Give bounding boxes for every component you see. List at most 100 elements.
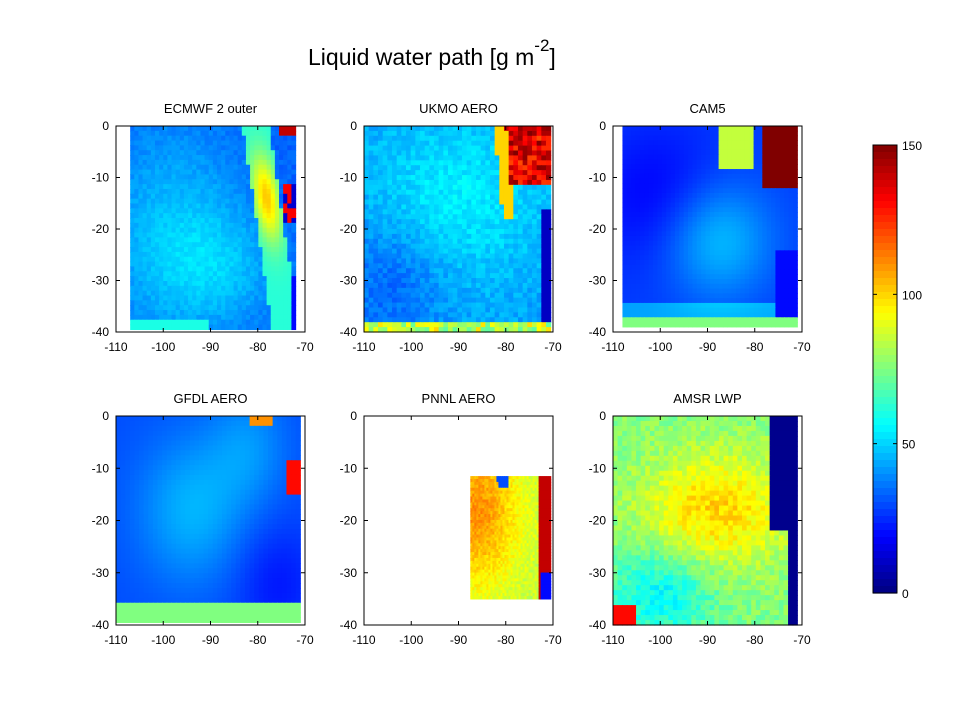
- heatmap-cell: [653, 235, 659, 242]
- heatmap-cell: [179, 276, 185, 282]
- heatmap-cell: [499, 233, 505, 240]
- heatmap-cell: [279, 164, 284, 171]
- heatmap-cell: [192, 198, 197, 205]
- heatmap-cell: [753, 264, 759, 271]
- heatmap-cell: [714, 207, 720, 213]
- heatmap-cell: [419, 297, 426, 304]
- heatmap-cell: [138, 222, 144, 229]
- heatmap-cell: [200, 184, 206, 190]
- heatmap-cell: [130, 130, 135, 137]
- heatmap-cell: [171, 227, 177, 234]
- heatmap-cell: [262, 140, 268, 146]
- heatmap-cell: [709, 283, 715, 290]
- heatmap-cell: [419, 219, 426, 225]
- heatmap-cell: [494, 150, 500, 157]
- heatmap-cell: [241, 179, 247, 185]
- heatmap-cell: [221, 324, 226, 331]
- heatmap-cell: [631, 298, 637, 304]
- heatmap-cell: [382, 224, 388, 230]
- heatmap-cell: [522, 233, 528, 240]
- heatmap-cell: [229, 314, 235, 321]
- heatmap-cell: [130, 135, 135, 142]
- heatmap-cell: [757, 130, 763, 137]
- heatmap-cell: [727, 183, 733, 189]
- heatmap-cell: [405, 175, 412, 181]
- heatmap-cell: [364, 233, 370, 240]
- heatmap-cell: [401, 292, 407, 299]
- heatmap-cell: [229, 164, 235, 171]
- heatmap-cell: [670, 302, 676, 309]
- heatmap-cell: [433, 189, 440, 196]
- heatmap-cell: [179, 227, 185, 234]
- heatmap-cell: [657, 298, 663, 304]
- heatmap-cell: [696, 221, 702, 228]
- heatmap-cell: [208, 266, 214, 272]
- heatmap-cell: [183, 242, 189, 248]
- heatmap-cell: [447, 238, 454, 245]
- heatmap-cell: [705, 197, 711, 204]
- heatmap-cell: [241, 271, 247, 277]
- heatmap-cell: [471, 175, 477, 181]
- heatmap-cell: [531, 194, 538, 201]
- heatmap-cell: [368, 126, 374, 132]
- heatmap-cell: [508, 126, 514, 132]
- heatmap-cell: [287, 159, 293, 166]
- heatmap-cell: [670, 231, 676, 237]
- heatmap-cell: [279, 188, 284, 195]
- heatmap-cell: [175, 256, 181, 263]
- heatmap-cell: [522, 282, 528, 289]
- heatmap-cell: [784, 226, 790, 232]
- heatmap-cell: [150, 174, 156, 180]
- heatmap-cell: [722, 283, 728, 290]
- heatmap-cell: [410, 263, 416, 269]
- heatmap-cell: [171, 203, 177, 209]
- heatmap-cell: [688, 255, 693, 261]
- heatmap-cell: [401, 194, 407, 201]
- heatmap-cell: [387, 204, 393, 210]
- heatmap-cell: [508, 278, 514, 284]
- heatmap-cell: [714, 183, 720, 189]
- y-tick-label: 0: [350, 119, 357, 133]
- heatmap-cell: [722, 264, 728, 271]
- heatmap-cell: [134, 159, 140, 166]
- heatmap-cell: [262, 174, 268, 180]
- heatmap-cell: [159, 314, 164, 321]
- heatmap-cell: [154, 174, 160, 180]
- heatmap-cell: [452, 263, 458, 269]
- heatmap-cell: [727, 274, 733, 280]
- heatmap-cell: [283, 159, 288, 166]
- heatmap-cell: [762, 226, 768, 232]
- heatmap-cell: [718, 293, 724, 299]
- heatmap-cell: [775, 293, 781, 299]
- heatmap-cell: [480, 263, 486, 269]
- heatmap-cell: [508, 189, 514, 196]
- heatmap-cell: [639, 240, 645, 247]
- heatmap-cell: [705, 221, 711, 228]
- heatmap-cell: [517, 209, 524, 215]
- heatmap-cell: [212, 193, 218, 200]
- heatmap-cell: [134, 242, 140, 248]
- heatmap-cell: [134, 319, 140, 326]
- heatmap-cell: [410, 209, 416, 215]
- heatmap-cell: [396, 317, 402, 323]
- heatmap-cell: [373, 229, 379, 235]
- heatmap-cell: [424, 130, 430, 137]
- heatmap-cell: [192, 188, 197, 195]
- heatmap-cell: [167, 222, 173, 229]
- heatmap-cell: [541, 302, 547, 309]
- heatmap-cell: [753, 259, 759, 266]
- heatmap-cell: [508, 160, 514, 166]
- heatmap-cell: [648, 140, 654, 146]
- heatmap-cell: [250, 208, 255, 214]
- heatmap-cell: [475, 263, 482, 269]
- heatmap-cell: [192, 208, 197, 214]
- heatmap-cell: [622, 178, 628, 184]
- heatmap-cell: [731, 288, 737, 294]
- heatmap-cell: [221, 198, 226, 205]
- heatmap-cell: [480, 179, 486, 186]
- heatmap-cell: [250, 164, 255, 171]
- heatmap-cell: [779, 149, 785, 156]
- heatmap-cell: [216, 198, 222, 205]
- x-tick-label: -110: [352, 340, 375, 354]
- heatmap-cell: [736, 183, 742, 189]
